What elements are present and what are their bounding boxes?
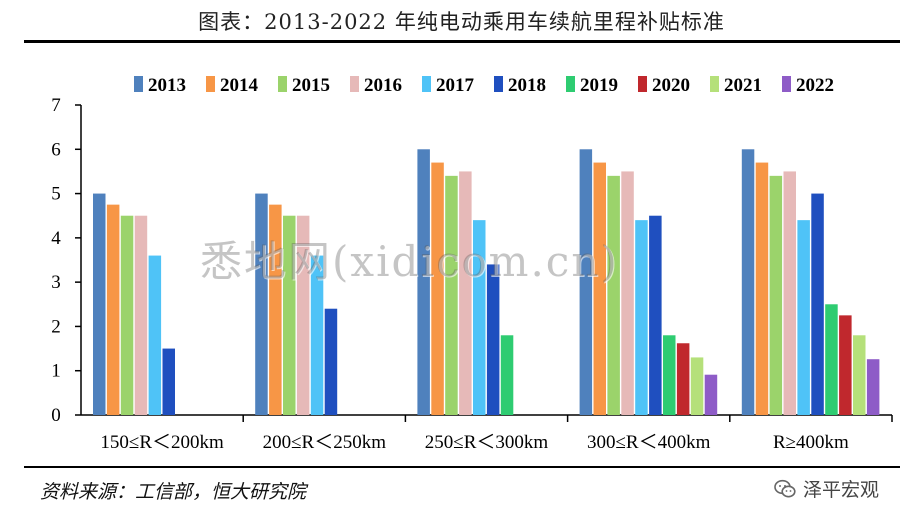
bar <box>134 215 148 415</box>
bar <box>635 220 648 415</box>
bar <box>839 315 852 415</box>
bar <box>431 162 444 415</box>
legend-label: 2019 <box>580 75 618 96</box>
bar <box>704 374 718 415</box>
legend-label: 2017 <box>436 75 475 96</box>
legend-swatch <box>566 76 575 92</box>
bar <box>853 335 866 415</box>
bar <box>783 171 796 415</box>
bottom-rule <box>24 466 900 468</box>
legend-label: 2013 <box>148 75 186 96</box>
bar-chart: 0 1 2 3 4 5 6 7 150≤R＜200km 200≤R＜250km 250≤R＜300k… <box>51 75 893 453</box>
bar <box>811 193 824 415</box>
legend-swatch <box>710 76 719 92</box>
x-category-label: 300≤R＜400km <box>587 432 711 453</box>
legend-label: 2018 <box>508 75 546 96</box>
y-tick-label: 1 <box>51 361 61 382</box>
bar <box>296 215 310 415</box>
bar <box>593 162 606 415</box>
y-tick-label: 5 <box>51 184 61 205</box>
y-tick-label: 6 <box>51 139 61 160</box>
top-rule <box>24 40 900 43</box>
legend-label: 2022 <box>796 75 834 96</box>
watermark-text: 悉地网(xidicom.cn) <box>200 237 619 286</box>
legend-swatch <box>134 76 143 92</box>
y-tick-label: 4 <box>51 228 61 249</box>
bar <box>106 204 120 415</box>
legend-swatch <box>638 76 647 92</box>
bar <box>607 175 620 415</box>
legend-label: 2016 <box>364 75 402 96</box>
bar <box>283 215 296 415</box>
legend-swatch <box>422 76 431 92</box>
bar <box>755 162 769 415</box>
bar <box>310 255 324 415</box>
bar <box>93 193 106 415</box>
y-tick-label: 2 <box>51 316 61 337</box>
y-tick-label: 0 <box>51 405 61 426</box>
bar <box>148 255 162 415</box>
y-tick-label: 3 <box>51 272 61 293</box>
bar <box>866 359 880 415</box>
bar <box>690 357 704 415</box>
bar <box>579 149 593 416</box>
bar <box>417 149 430 416</box>
y-tick-label: 7 <box>51 95 61 116</box>
bar <box>324 308 338 415</box>
bar <box>459 171 472 415</box>
legend-label: 2021 <box>724 75 762 96</box>
x-category-label: 150≤R＜200km <box>100 432 224 453</box>
bar <box>797 220 810 415</box>
bar <box>663 335 676 415</box>
bar <box>741 149 755 416</box>
x-category-label: 200≤R＜250km <box>263 432 387 453</box>
x-category-label: 250≤R＜300km <box>425 432 549 453</box>
legend-label: 2015 <box>292 75 330 96</box>
brand-badge: 泽平宏观 <box>773 475 879 502</box>
wechat-icon <box>774 479 796 497</box>
legend-swatch <box>494 76 503 92</box>
bar <box>255 193 268 415</box>
page-title: 图表：2013-2022 年纯电动乘用车续航里程补贴标准 <box>198 10 725 34</box>
bar <box>500 335 514 415</box>
legend-swatch <box>206 76 215 92</box>
bar <box>621 171 634 415</box>
bar <box>162 348 175 415</box>
bar <box>120 215 134 415</box>
legend-label: 2020 <box>652 75 690 96</box>
legend-swatch <box>782 76 791 92</box>
bar <box>769 175 783 415</box>
bar <box>269 204 282 415</box>
legend-swatch <box>350 76 359 92</box>
legend-label: 2014 <box>220 75 259 96</box>
x-category-label: R≥400km <box>773 432 849 453</box>
bar <box>649 215 662 415</box>
bar <box>825 304 838 415</box>
bar <box>486 264 500 415</box>
source-note: 资料来源：工信部，恒大研究院 <box>40 481 307 503</box>
brand-name: 泽平宏观 <box>803 479 880 501</box>
bar <box>676 343 690 415</box>
legend-swatch <box>278 76 287 92</box>
bar <box>445 175 458 415</box>
bar <box>473 220 486 415</box>
